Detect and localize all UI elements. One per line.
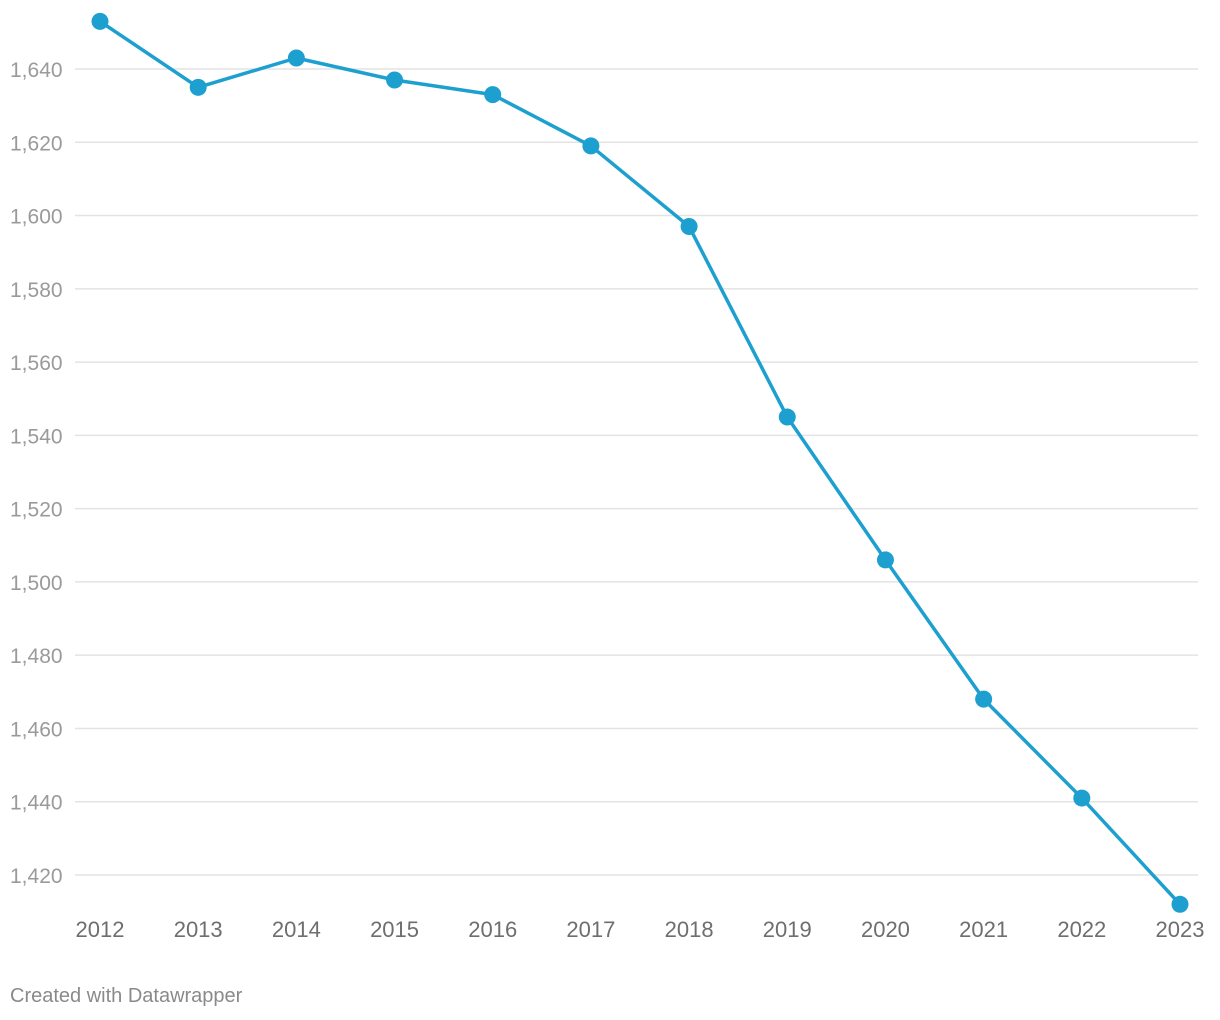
y-tick-label: 1,420 (10, 865, 63, 888)
series-group (91, 12, 1189, 913)
y-tick-label: 1,580 (10, 279, 63, 302)
x-tick-label: 2020 (861, 917, 910, 942)
data-point (680, 218, 698, 236)
data-point (1171, 895, 1189, 913)
y-tick-label: 1,500 (10, 572, 63, 595)
y-tick-label: 1,540 (10, 425, 63, 448)
y-tick-label: 1,480 (10, 645, 63, 668)
data-point (582, 137, 600, 155)
y-tick-label: 1,440 (10, 792, 63, 815)
x-tick-label: 2016 (468, 917, 517, 942)
x-tick-label: 2012 (76, 917, 125, 942)
y-tick-label: 1,520 (10, 499, 63, 522)
data-point (287, 49, 305, 67)
data-point (975, 690, 993, 708)
x-tick-label: 2017 (566, 917, 615, 942)
footer-credit: Created with Datawrapper (10, 985, 243, 1007)
y-tick-label: 1,620 (10, 132, 63, 155)
x-tick-label: 2022 (1057, 917, 1106, 942)
gridlines (75, 68, 1198, 876)
data-point (876, 551, 894, 569)
x-tick-label: 2015 (370, 917, 419, 942)
y-tick-label: 1,560 (10, 352, 63, 375)
x-tick-label: 2023 (1156, 917, 1205, 942)
x-tick-label: 2014 (272, 917, 321, 942)
data-point (91, 12, 109, 30)
data-point (189, 78, 207, 96)
data-point (1073, 789, 1091, 807)
y-axis: 1,420 1,440 1,460 1,480 1,500 1,520 1,540 1,560… (10, 59, 63, 888)
x-tick-label: 2013 (174, 917, 223, 942)
data-point (484, 86, 502, 104)
y-tick-label: 1,600 (10, 206, 63, 229)
y-tick-label: 1,640 (10, 59, 63, 82)
data-point (386, 71, 404, 89)
x-tick-label: 2018 (665, 917, 714, 942)
series-line (98, 19, 1182, 907)
x-tick-label: 2019 (763, 917, 812, 942)
x-axis: 2012 2013 2014 2015 2016 2017 2018 2019 2020 2021… (76, 917, 1205, 942)
x-tick-label: 2021 (959, 917, 1008, 942)
data-point (778, 408, 796, 426)
y-tick-label: 1,460 (10, 718, 63, 741)
